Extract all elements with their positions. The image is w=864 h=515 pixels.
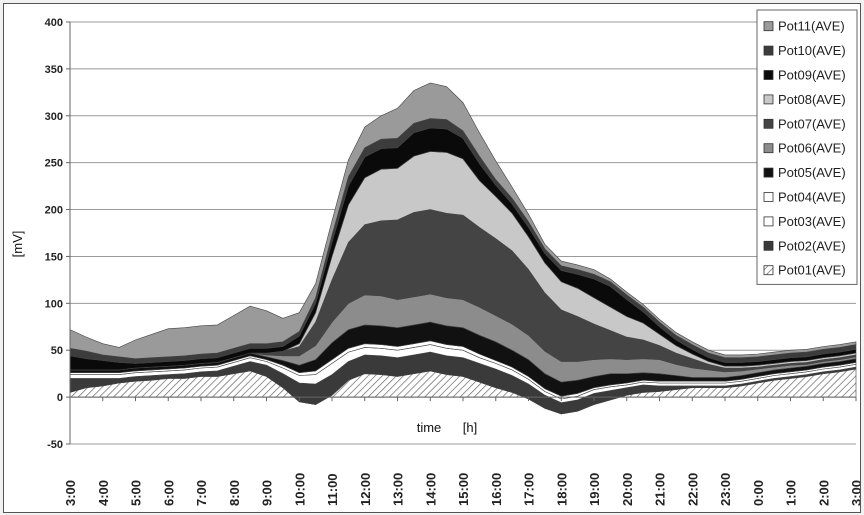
area-series	[69, 82, 857, 415]
x-tick-label: 16:00	[489, 473, 504, 506]
legend-item: Pot01(AVE)	[763, 263, 846, 278]
legend-swatch	[763, 240, 774, 251]
x-tick-label: 22:00	[685, 473, 700, 506]
legend-swatch	[763, 70, 774, 80]
legend-label: Pot06(AVE)	[778, 141, 846, 156]
legend-swatch	[763, 216, 774, 227]
legend-swatch	[763, 265, 774, 276]
legend-item: Pot05(AVE)	[763, 165, 846, 180]
legend-item: Pot06(AVE)	[763, 141, 846, 156]
legend-item: Pot02(AVE)	[763, 238, 846, 253]
x-tick-label: 2:00	[816, 480, 831, 506]
x-tick-label: 19:00	[587, 473, 602, 506]
y-tick-label: 200	[45, 205, 63, 217]
legend-item: Pot07(AVE)	[763, 116, 846, 131]
legend-label: Pot01(AVE)	[778, 263, 846, 278]
y-tick-label: 50	[51, 345, 63, 357]
legend-swatch	[763, 143, 774, 154]
y-tick-labels: -50 0 50 100 150 200 250 300 350 400	[45, 17, 70, 451]
legend-swatch	[763, 192, 774, 202]
y-tick-label: 250	[45, 158, 63, 170]
chart-frame: -50 0 50 100 150 200 250 300 350 400 3:00 4:00 5:00…	[3, 3, 861, 513]
x-tick-label: 8:00	[227, 480, 242, 506]
legend-swatch	[763, 45, 774, 56]
legend-swatch	[763, 167, 774, 178]
x-tick-label: 17:00	[522, 473, 537, 506]
y-tick-label: -50	[47, 439, 63, 451]
legend-item: Pot03(AVE)	[763, 214, 846, 229]
legend-label: Pot04(AVE)	[778, 190, 846, 205]
x-axis-unit: [h]	[463, 420, 477, 435]
x-tick-label: 1:00	[784, 480, 799, 506]
legend-label: Pot03(AVE)	[778, 214, 846, 229]
x-tick-labels: 3:00 4:00 5:00 6:00 7:00 8:00 9:00 10:00 11:00 12…	[63, 397, 860, 506]
x-tick-label: 14:00	[423, 473, 438, 506]
x-tick-label: 6:00	[161, 480, 176, 506]
y-tick-label: 0	[57, 392, 63, 404]
y-tick-label: 150	[45, 251, 63, 263]
legend-label: Pot09(AVE)	[778, 68, 846, 83]
y-tick-label: 400	[45, 17, 63, 29]
legend-swatch	[763, 21, 774, 32]
x-tick-label: 23:00	[718, 473, 733, 506]
x-tick-label: 9:00	[260, 480, 275, 506]
x-tick-label: 10:00	[292, 473, 307, 506]
x-tick-label: 13:00	[391, 473, 406, 506]
x-tick-label: 7:00	[194, 480, 209, 506]
legend-item: Pot11(AVE)	[763, 19, 845, 34]
legend: Pot11(AVE) Pot10(AVE) Pot09(AVE) Pot08(AVE)…	[756, 9, 858, 285]
legend-item: Pot09(AVE)	[763, 68, 846, 83]
legend-item: Pot10(AVE)	[763, 43, 846, 58]
y-tick-label: 100	[45, 298, 63, 310]
legend-label: Pot08(AVE)	[778, 92, 846, 107]
legend-label: Pot02(AVE)	[778, 238, 846, 253]
x-tick-label: 4:00	[96, 480, 111, 506]
x-tick-label: 0:00	[751, 480, 766, 506]
x-tick-label: 3:00	[63, 480, 78, 506]
legend-item: Pot04(AVE)	[763, 190, 846, 205]
legend-swatch	[763, 94, 774, 105]
x-tick-label: 21:00	[653, 473, 668, 506]
stacked-area-chart: -50 0 50 100 150 200 250 300 350 400 3:00 4:00 5:00…	[10, 9, 860, 506]
x-tick-label: 3:00	[849, 480, 860, 506]
x-tick-label: 11:00	[325, 473, 340, 506]
legend-box	[756, 9, 858, 285]
x-axis-label: time	[417, 420, 442, 435]
legend-label: Pot10(AVE)	[778, 43, 846, 58]
legend-item: Pot08(AVE)	[763, 92, 846, 107]
y-axis-label: [mV]	[10, 231, 25, 258]
x-tick-label: 20:00	[620, 473, 635, 506]
legend-swatch	[763, 118, 774, 129]
x-tick-label: 5:00	[129, 480, 144, 506]
legend-label: Pot05(AVE)	[778, 165, 846, 180]
area-pot11-ave	[69, 82, 857, 360]
y-tick-label: 350	[45, 64, 63, 76]
legend-label: Pot07(AVE)	[778, 116, 846, 131]
y-tick-label: 300	[45, 111, 63, 123]
x-tick-label: 12:00	[358, 473, 373, 506]
legend-label: Pot11(AVE)	[778, 19, 845, 34]
x-tick-label: 15:00	[456, 473, 471, 506]
x-tick-label: 18:00	[554, 473, 569, 506]
